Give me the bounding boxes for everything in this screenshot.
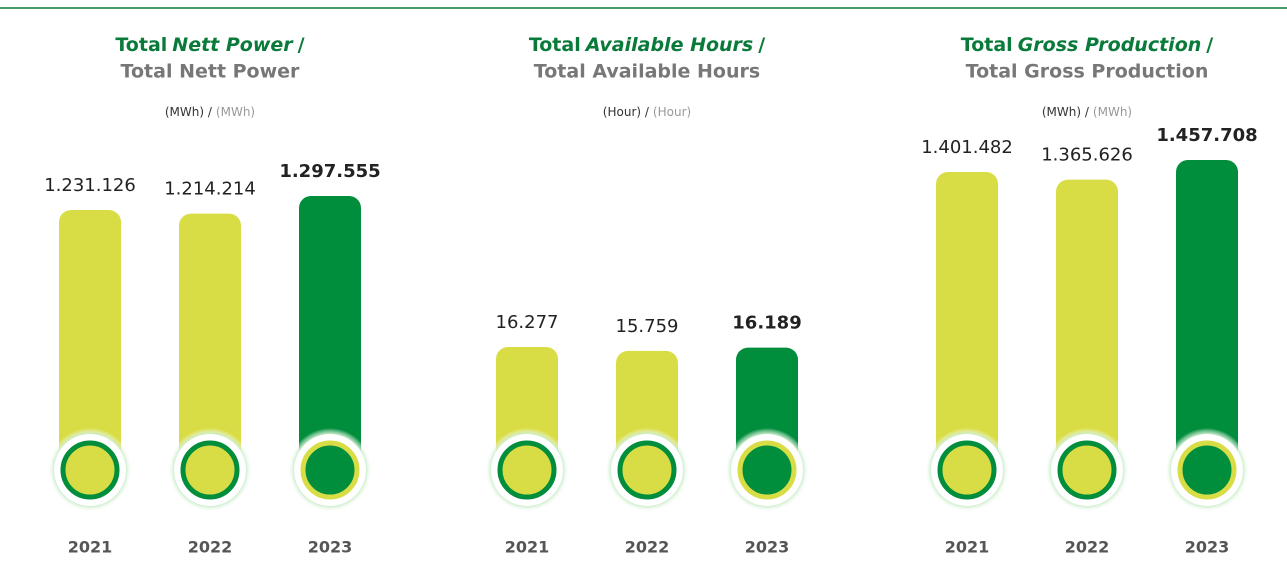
x-tick-label: 2022 bbox=[188, 538, 233, 557]
x-tick-label: 2022 bbox=[625, 538, 670, 557]
unit-part: (MWh) bbox=[1093, 105, 1132, 119]
title-part: Total bbox=[115, 34, 167, 56]
value-label: 15.759 bbox=[616, 316, 679, 337]
title-part: Total bbox=[961, 34, 1013, 56]
unit: (Hour) / (Hour) bbox=[603, 105, 691, 119]
bar bbox=[936, 171, 998, 471]
unit-part: (MWh) / bbox=[1042, 105, 1090, 119]
bulb bbox=[60, 440, 120, 500]
title-part: Available Hours bbox=[584, 34, 754, 56]
x-tick-label: 2023 bbox=[745, 538, 790, 557]
value-label: 1.365.626 bbox=[1041, 145, 1133, 166]
bulb bbox=[180, 440, 240, 500]
x-tick-label: 2021 bbox=[505, 538, 550, 557]
title-part: / bbox=[758, 34, 765, 56]
bulb bbox=[300, 440, 360, 500]
unit-part: (MWh) bbox=[216, 105, 255, 119]
bulb bbox=[617, 440, 677, 500]
title-part: Nett Power bbox=[172, 34, 294, 56]
chart-subtitle: Total Available Hours bbox=[534, 61, 760, 83]
title-part: Total bbox=[529, 34, 581, 56]
value-label: 16.189 bbox=[732, 313, 801, 334]
unit-part: (Hour) / bbox=[603, 105, 650, 119]
chart-title: Total Available Hours / bbox=[529, 34, 765, 56]
chart-subtitle: Total Nett Power bbox=[121, 61, 301, 83]
value-label: 1.214.214 bbox=[164, 179, 256, 200]
unit-part: (Hour) bbox=[653, 105, 691, 119]
unit: (MWh) / (MWh) bbox=[1042, 105, 1132, 119]
value-label: 1.231.126 bbox=[44, 175, 136, 196]
x-tick-label: 2021 bbox=[68, 538, 113, 557]
bulb bbox=[1057, 440, 1117, 500]
value-label: 1.297.555 bbox=[279, 161, 380, 182]
unit-part: (MWh) / bbox=[165, 105, 213, 119]
chart-title: Total Gross Production / bbox=[961, 34, 1214, 56]
bulb bbox=[737, 440, 797, 500]
title-part: Gross Production bbox=[1018, 34, 1202, 56]
bar bbox=[179, 213, 241, 470]
unit: (MWh) / (MWh) bbox=[165, 105, 255, 119]
bar bbox=[299, 196, 361, 470]
value-label: 1.401.482 bbox=[921, 137, 1013, 158]
bar bbox=[1176, 160, 1238, 470]
x-tick-label: 2022 bbox=[1065, 538, 1110, 557]
title-part: / bbox=[1206, 34, 1213, 56]
bulb bbox=[937, 440, 997, 500]
x-tick-label: 2023 bbox=[1185, 538, 1230, 557]
x-tick-label: 2021 bbox=[945, 538, 990, 557]
chart-title: Total Nett Power / bbox=[115, 34, 304, 56]
bulb bbox=[497, 440, 557, 500]
bar bbox=[59, 210, 121, 470]
chart-subtitle: Total Gross Production bbox=[966, 61, 1209, 83]
x-tick-label: 2023 bbox=[308, 538, 353, 557]
title-part: / bbox=[298, 34, 305, 56]
bulb bbox=[1177, 440, 1237, 500]
value-label: 1.457.708 bbox=[1156, 125, 1257, 146]
bar bbox=[1056, 179, 1118, 470]
value-label: 16.277 bbox=[496, 312, 559, 333]
